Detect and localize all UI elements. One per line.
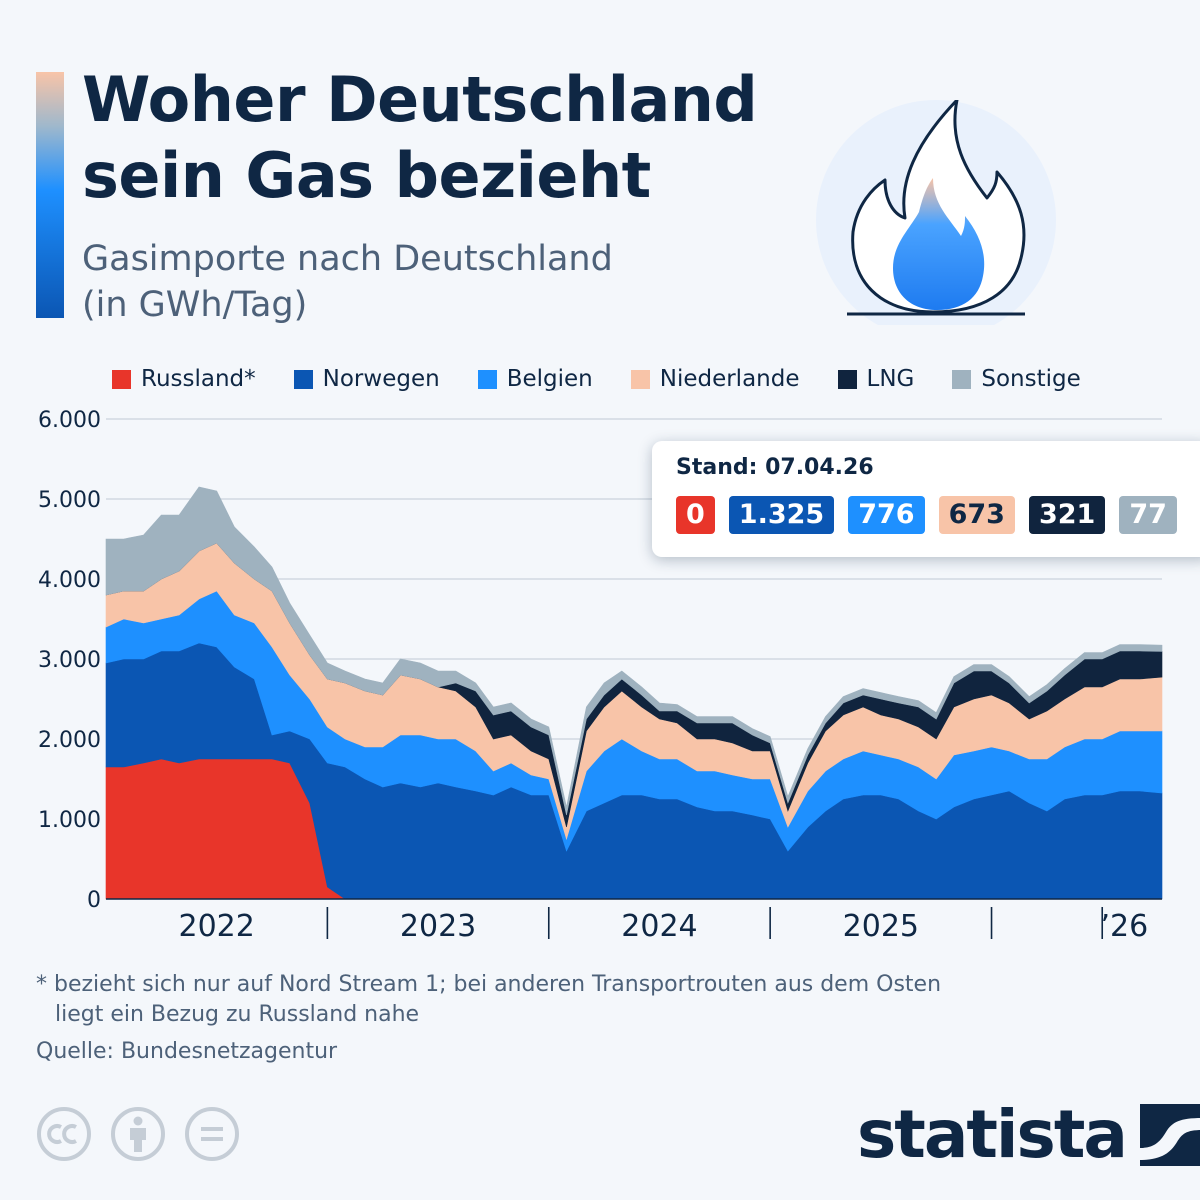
legend-swatch bbox=[630, 369, 650, 389]
y-tick-label: 4.000 bbox=[38, 568, 101, 593]
footnote-line-2: liegt ein Bezug zu Russland nahe bbox=[55, 1002, 420, 1027]
subtitle-line-1: Gasimporte nach Deutschland bbox=[82, 239, 613, 279]
legend-swatch bbox=[112, 369, 131, 389]
x-tick-label: ’26 bbox=[1101, 909, 1149, 944]
legend-item: LNG bbox=[837, 366, 915, 392]
x-tick-label: 2024 bbox=[621, 909, 697, 944]
y-tick-label: 2.000 bbox=[38, 728, 101, 753]
footnote-line-1: * bezieht sich nur auf Nord Stream 1; be… bbox=[36, 972, 942, 997]
legend-label: Russland* bbox=[141, 366, 256, 392]
latest-values-tooltip: Stand: 07.04.26 0 1.325 776 673 321 77 bbox=[652, 441, 1200, 557]
title-line-2: sein Gas bezieht bbox=[82, 139, 651, 212]
y-tick-label: 1.000 bbox=[38, 808, 101, 833]
title-line-1: Woher Deutschland bbox=[82, 63, 758, 136]
statista-logo-icon bbox=[1139, 1104, 1200, 1166]
gas-flame-icon bbox=[815, 98, 1057, 340]
legend-label: Norwegen bbox=[322, 366, 440, 392]
tooltip-date: Stand: 07.04.26 bbox=[676, 455, 874, 480]
legend-label: Sonstige bbox=[981, 366, 1081, 392]
legend-swatch bbox=[952, 369, 972, 389]
x-tick-label: 2022 bbox=[179, 909, 255, 944]
tooltip-value-pill: 0 bbox=[676, 496, 715, 534]
tooltip-value-pill: 776 bbox=[848, 496, 925, 534]
footnote: * bezieht sich nur auf Nord Stream 1; be… bbox=[36, 970, 941, 1030]
stacked-area-chart: 0 1.000 2.000 3.000 4.000 5.000 6.000 2022 2023 2… bbox=[38, 408, 1163, 944]
y-tick-label: 3.000 bbox=[38, 648, 101, 673]
chart-title: Woher Deutschland sein Gas bezieht bbox=[82, 62, 758, 214]
brand-wordmark: statista bbox=[857, 1096, 1128, 1173]
license-icons bbox=[36, 1106, 258, 1162]
chart-legend: Russland* Norwegen Belgien Niederlande LNG So… bbox=[112, 364, 1119, 394]
statista-brand[interactable]: statista bbox=[857, 1095, 1200, 1175]
tooltip-value-pill: 77 bbox=[1119, 496, 1177, 534]
title-accent-bar bbox=[36, 72, 64, 318]
legend-label: LNG bbox=[866, 366, 915, 392]
tooltip-values: 0 1.325 776 673 321 77 bbox=[676, 496, 1191, 534]
attribution-icon[interactable] bbox=[110, 1106, 166, 1162]
area-series-6 bbox=[105, 486, 1163, 816]
chart-subtitle: Gasimporte nach Deutschland (in GWh/Tag) bbox=[82, 236, 613, 328]
tooltip-value-pill: 1.325 bbox=[728, 496, 835, 534]
y-tick-label: 6.000 bbox=[38, 408, 101, 433]
legend-label: Belgien bbox=[506, 366, 593, 392]
y-tick-label: 5.000 bbox=[38, 488, 101, 513]
x-tick-label: 2023 bbox=[400, 909, 476, 944]
source-note: Quelle: Bundesnetzagentur bbox=[36, 1039, 338, 1064]
legend-item: Sonstige bbox=[952, 366, 1081, 392]
legend-item: Niederlande bbox=[630, 366, 800, 392]
legend-swatch bbox=[477, 369, 497, 389]
legend-label: Niederlande bbox=[659, 366, 800, 392]
tooltip-value-pill: 673 bbox=[938, 496, 1015, 534]
legend-item: Belgien bbox=[477, 366, 593, 392]
creative-commons-icon[interactable] bbox=[36, 1106, 92, 1162]
no-derivatives-icon[interactable] bbox=[184, 1106, 240, 1162]
legend-item: Russland* bbox=[112, 366, 256, 392]
tooltip-value-pill: 321 bbox=[1028, 496, 1106, 534]
y-tick-label: 0 bbox=[87, 888, 101, 913]
legend-swatch bbox=[837, 369, 857, 389]
legend-item: Norwegen bbox=[293, 366, 440, 392]
x-tick-label: 2025 bbox=[843, 909, 919, 944]
subtitle-line-2: (in GWh/Tag) bbox=[82, 285, 308, 325]
legend-swatch bbox=[293, 369, 313, 389]
